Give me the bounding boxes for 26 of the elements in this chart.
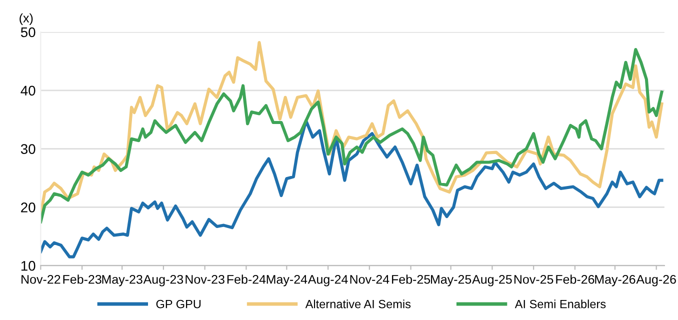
x-tick-label: Nov-24: [350, 274, 390, 284]
y-tick-label: 10: [21, 260, 36, 271]
x-tick-label: Aug-23: [143, 274, 184, 286]
y-tick-label: 30: [20, 144, 36, 154]
x-tick-label: May-24: [266, 274, 308, 286]
line-series: [40, 119, 664, 258]
x-tick-label: Aug-24: [308, 274, 348, 286]
x-tick-label: May-23: [102, 274, 142, 286]
x-tick-label: Feb-26: [556, 274, 594, 284]
x-tick-label: Feb-25: [392, 274, 430, 284]
y-axis-title: (x): [20, 13, 33, 25]
x-tick-label: May-25: [431, 274, 472, 286]
x-tick-label: May-26: [595, 274, 636, 286]
x-tick-label: Feb-24: [227, 274, 266, 284]
x-tick-label: Aug-26: [636, 274, 676, 286]
x-tick-label: Aug-25: [472, 274, 512, 286]
x-tick-label: Nov-22: [22, 274, 60, 284]
x-tick-label: Nov-23: [186, 274, 224, 284]
y-tick-label: 20: [21, 202, 36, 212]
x-tick-label: Nov-25: [514, 274, 554, 284]
y-tick-label: 50: [20, 27, 36, 38]
legend-label: Alternative AI Semis: [305, 300, 411, 308]
x-tick-label: Feb-23: [63, 274, 102, 284]
y-tick-label: 40: [20, 86, 36, 96]
legend-label: AI Semi Enablers: [514, 300, 606, 308]
legend-label: GP GPU: [156, 300, 201, 308]
